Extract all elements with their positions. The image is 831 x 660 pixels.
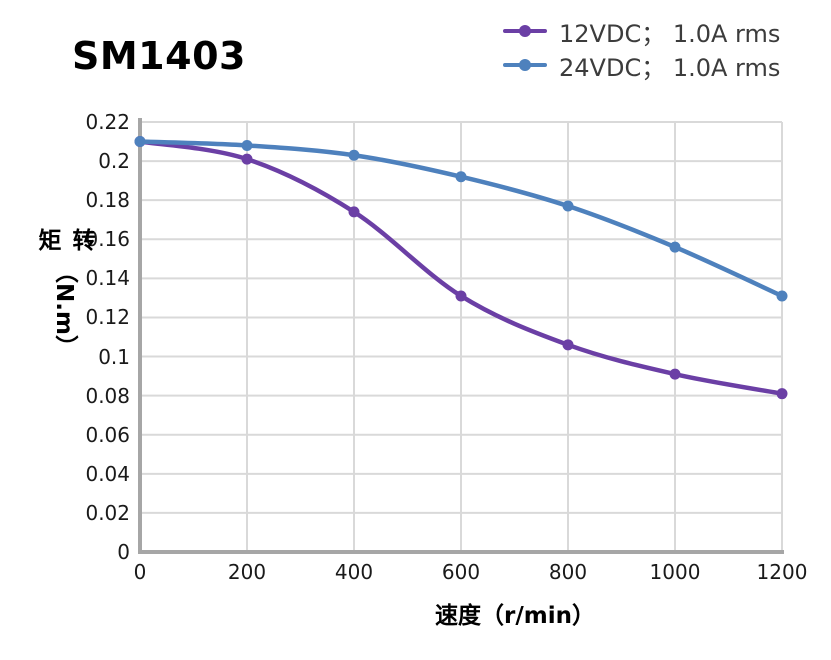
legend: 12VDC； 1.0A rms 24VDC； 1.0A rms [503,14,780,82]
data-point-marker [348,206,360,218]
y-tick-label: 0.12 [85,305,130,330]
legend-dot-swatch [519,59,531,71]
data-point-marker [776,290,788,302]
y-tick-label: 0.22 [85,110,130,134]
x-axis-title: 速度（r/min） [435,603,595,629]
y-axis-title: 转矩 （N.m） [30,228,98,358]
y-tick-label: 0.14 [85,266,130,291]
legend-item-12vdc: 12VDC； 1.0A rms [503,14,780,48]
x-tick-label: 1200 [756,560,808,584]
series-marker-icon [503,24,547,38]
data-point-marker [455,171,467,183]
y-tick-label: 0.08 [85,383,130,408]
y-tick-label: 0.2 [98,149,130,174]
x-tick-label: 0 [133,560,147,584]
data-point-marker [241,153,253,165]
data-point-marker [776,388,788,400]
y-tick-label: 0.1 [98,344,130,369]
data-point-marker [562,339,574,351]
x-tick-label: 400 [334,560,374,584]
legend-item-24vdc: 24VDC； 1.0A rms [503,48,780,82]
y-tick-label: 0.04 [85,461,130,486]
data-point-marker [669,368,681,380]
data-point-marker [348,149,360,161]
data-point-marker [455,290,467,302]
legend-label: 24VDC； 1.0A rms [559,53,781,82]
x-tick-label: 800 [548,560,588,584]
x-tick-label: 600 [441,560,481,584]
x-tick-label: 1000 [649,560,701,584]
series-marker-icon [503,58,547,72]
y-axis-title-unit: （N.m） [51,260,77,358]
y-tick-label: 0.16 [85,227,130,252]
y-tick-label: 0.06 [85,422,130,447]
data-point-marker [669,241,681,253]
y-axis-title-text: 转矩 [34,228,94,253]
y-tick-label: 0.18 [85,188,130,213]
data-point-marker [134,136,146,148]
data-point-marker [562,200,574,212]
y-tick-label: 0 [117,540,130,564]
chart-title: SM1403 [72,34,246,78]
legend-dot-swatch [519,25,531,37]
x-tick-label: 200 [227,560,267,584]
y-tick-label: 0.02 [85,500,130,525]
legend-label: 12VDC； 1.0A rms [559,19,781,48]
data-point-marker [241,139,253,151]
